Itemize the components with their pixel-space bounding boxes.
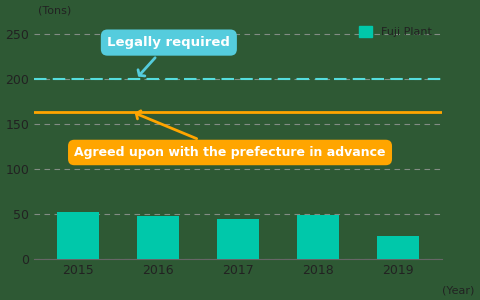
Bar xyxy=(297,214,339,259)
Text: Legally required: Legally required xyxy=(108,36,230,76)
Bar xyxy=(137,216,179,259)
Bar xyxy=(217,219,259,259)
Text: (Year): (Year) xyxy=(442,286,474,296)
Bar xyxy=(58,212,99,259)
Text: Agreed upon with the prefecture in advance: Agreed upon with the prefecture in advan… xyxy=(74,111,386,159)
Bar xyxy=(377,236,419,259)
Text: (Tons): (Tons) xyxy=(38,6,72,16)
Legend: Fuji Plant: Fuji Plant xyxy=(355,21,436,41)
